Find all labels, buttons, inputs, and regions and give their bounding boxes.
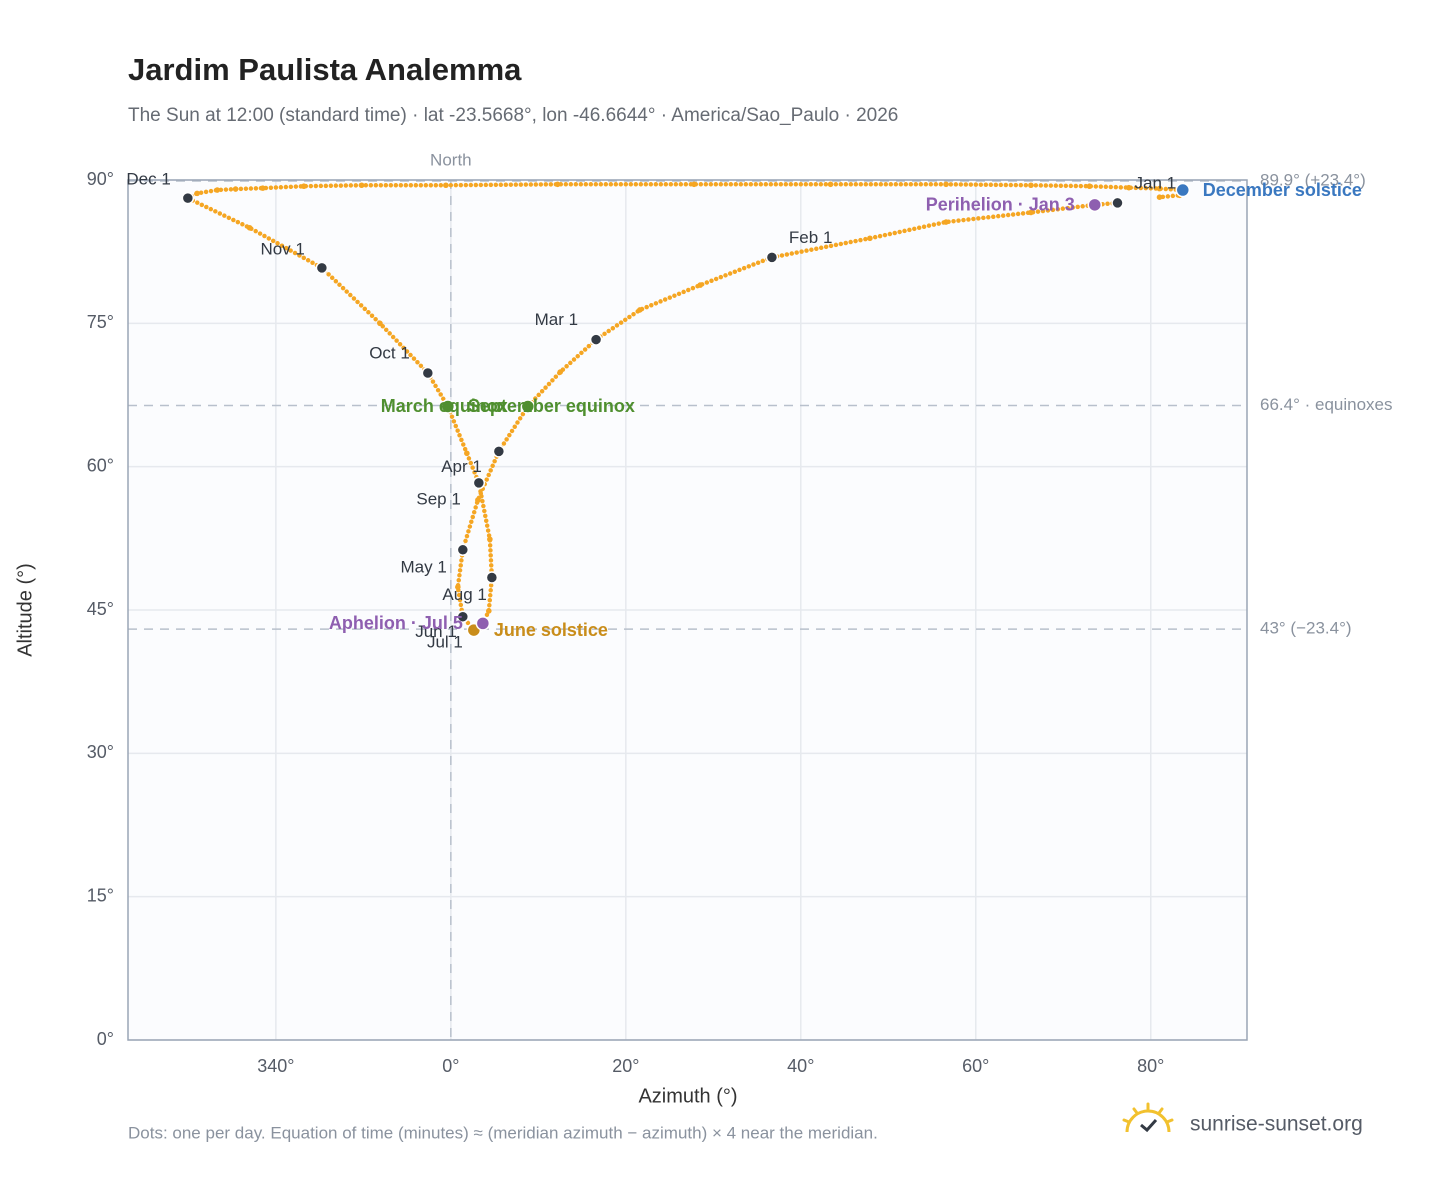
day-dot	[697, 282, 703, 288]
chart-subtitle: The Sun at 12:00 (standard time) · lat -…	[128, 105, 898, 126]
month-marker	[456, 610, 470, 623]
event-label: June solstice	[494, 620, 608, 640]
day-dot	[1126, 184, 1132, 191]
x-tick-label: 0°	[442, 1056, 459, 1076]
reference-label: 43° (−23.4°)	[1260, 619, 1352, 638]
month-label: Nov 1	[260, 239, 304, 258]
month-label: Jan 1	[1135, 173, 1177, 192]
day-dot	[232, 186, 239, 192]
day-dot	[358, 182, 365, 189]
event-label: September equinox	[468, 396, 635, 416]
month-label: Oct 1	[369, 344, 410, 363]
month-label: Aug 1	[442, 585, 486, 604]
day-dot	[1028, 209, 1034, 216]
y-tick-label: 45°	[87, 599, 114, 619]
month-label: May 1	[401, 557, 447, 576]
month-marker	[315, 261, 329, 275]
x-tick-label: 340°	[257, 1056, 294, 1076]
day-dot	[1086, 183, 1093, 190]
day-dot	[554, 181, 561, 188]
month-label: Mar 1	[535, 310, 578, 329]
day-dot	[867, 235, 873, 242]
event-marker	[1087, 197, 1103, 213]
month-marker	[421, 366, 435, 380]
x-tick-label: 40°	[787, 1056, 814, 1076]
day-dot	[943, 219, 949, 225]
day-dot	[455, 584, 461, 590]
day-dot	[827, 181, 834, 188]
event-marker	[475, 616, 491, 631]
y-axis-title: Altitude (°)	[14, 563, 36, 657]
day-dot	[486, 608, 492, 614]
day-dot	[1156, 194, 1163, 200]
x-axis-title: Azimuth (°)	[638, 1085, 737, 1107]
day-dot	[557, 369, 564, 375]
day-dot	[487, 536, 493, 543]
month-label: Sep 1	[416, 489, 460, 508]
month-marker	[485, 571, 499, 584]
grid	[128, 179, 1247, 1041]
chart-title: Jardim Paulista Analemma	[128, 52, 522, 87]
analemma-line	[182, 182, 1187, 634]
month-label: Jun 1	[415, 622, 457, 641]
reference-label: 89.9° (+23.4°)	[1260, 170, 1366, 189]
day-dot	[691, 181, 697, 188]
month-marker	[181, 191, 195, 205]
month-label: Apr 1	[441, 457, 482, 476]
month-marker	[1111, 196, 1124, 210]
month-marker	[456, 543, 470, 557]
footnote: Dots: one per day. Equation of time (min…	[128, 1123, 878, 1142]
event-label: March equinox	[381, 396, 508, 416]
event-label: Perihelion · Jan 3	[926, 195, 1075, 215]
day-dot	[301, 183, 307, 190]
day-dot	[1028, 182, 1034, 189]
month-marker	[589, 333, 603, 346]
month-marker	[765, 251, 779, 264]
reference-label: 66.4° · equinoxes	[1260, 395, 1393, 414]
day-dot	[194, 190, 200, 197]
event-marker	[1175, 182, 1191, 198]
day-dot	[259, 185, 266, 191]
day-dot	[1156, 185, 1163, 192]
meridian-label: North	[430, 150, 472, 169]
brand: sunrise-sunset.org	[1190, 1113, 1363, 1136]
y-tick-label: 60°	[87, 455, 114, 475]
x-tick-label: 80°	[1137, 1056, 1164, 1076]
y-tick-label: 15°	[87, 885, 114, 905]
x-tick-label: 20°	[612, 1056, 639, 1076]
month-label: Dec 1	[126, 170, 170, 189]
day-dot	[637, 307, 643, 313]
day-dot	[475, 497, 481, 503]
y-tick-label: 75°	[87, 312, 114, 332]
y-tick-label: 0°	[97, 1029, 114, 1049]
day-dot	[246, 224, 253, 231]
plot-border	[127, 179, 1248, 1041]
day-dot	[464, 450, 470, 457]
month-label: Feb 1	[789, 228, 832, 247]
day-dot	[377, 320, 383, 327]
day-dot	[214, 187, 221, 193]
y-tick-label: 30°	[87, 742, 114, 762]
y-tick-label: 90°	[87, 169, 114, 189]
event-label: December solstice	[1203, 180, 1362, 200]
day-dot	[443, 182, 449, 189]
reference-lines	[128, 180, 1247, 1040]
brand-logo	[1122, 1102, 1174, 1133]
event-label: Aphelion · Jul 5	[329, 613, 463, 633]
day-dot	[943, 181, 949, 188]
x-tick-label: 60°	[962, 1056, 989, 1076]
event-marker	[520, 399, 536, 414]
month-label: Jul 1	[427, 633, 463, 652]
data	[181, 181, 1191, 638]
event-marker	[440, 399, 456, 414]
month-marker	[492, 445, 506, 458]
month-marker	[472, 476, 486, 490]
